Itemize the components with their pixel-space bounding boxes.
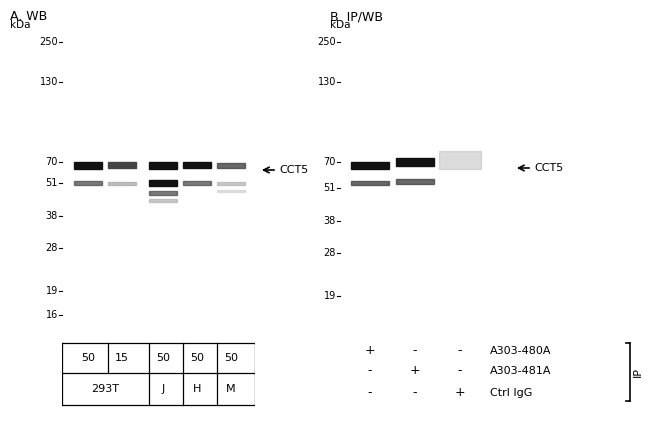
Text: J: J xyxy=(161,384,164,394)
Text: 51: 51 xyxy=(46,178,58,188)
Bar xyxy=(149,191,177,195)
Text: +: + xyxy=(410,365,421,377)
Text: 250: 250 xyxy=(317,37,336,47)
Text: M: M xyxy=(226,384,236,394)
Text: 38: 38 xyxy=(324,216,336,226)
Text: 50: 50 xyxy=(81,353,95,363)
Bar xyxy=(351,181,389,185)
Bar xyxy=(74,181,102,185)
Text: 130: 130 xyxy=(318,77,336,87)
Bar xyxy=(217,181,245,184)
Text: 130: 130 xyxy=(40,77,58,87)
Text: IP: IP xyxy=(633,367,643,377)
Bar xyxy=(74,161,102,169)
Text: 250: 250 xyxy=(40,37,58,47)
Text: 51: 51 xyxy=(324,183,336,193)
Text: 28: 28 xyxy=(46,243,58,253)
Bar xyxy=(149,180,177,186)
Text: 38: 38 xyxy=(46,211,58,221)
Bar xyxy=(149,161,177,169)
Bar xyxy=(108,162,136,168)
Text: kDa: kDa xyxy=(330,20,350,30)
Text: H: H xyxy=(193,384,202,394)
Text: +: + xyxy=(365,345,375,357)
Text: 50: 50 xyxy=(190,353,204,363)
Text: CCT5: CCT5 xyxy=(534,163,564,173)
Text: 50: 50 xyxy=(224,353,238,363)
Bar xyxy=(183,162,211,168)
Text: 293T: 293T xyxy=(91,384,119,394)
Text: +: + xyxy=(455,386,465,399)
Text: 15: 15 xyxy=(115,353,129,363)
Text: 70: 70 xyxy=(46,157,58,167)
Text: 70: 70 xyxy=(324,157,336,167)
Bar xyxy=(108,181,136,184)
Text: kDa: kDa xyxy=(10,20,31,30)
Text: 19: 19 xyxy=(324,291,336,301)
Bar xyxy=(396,158,434,166)
Text: A303-480A: A303-480A xyxy=(490,346,551,356)
Bar xyxy=(217,163,245,167)
Text: 19: 19 xyxy=(46,286,58,296)
Bar xyxy=(439,151,481,169)
Text: -: - xyxy=(368,386,372,399)
Text: 50: 50 xyxy=(156,353,170,363)
Bar xyxy=(217,190,245,192)
Text: 16: 16 xyxy=(46,310,58,320)
Text: Ctrl IgG: Ctrl IgG xyxy=(490,388,532,398)
Text: A303-481A: A303-481A xyxy=(490,366,551,376)
Text: -: - xyxy=(368,365,372,377)
Bar xyxy=(183,181,211,185)
Text: CCT5: CCT5 xyxy=(279,165,308,175)
Bar xyxy=(396,178,434,184)
Bar xyxy=(149,199,177,202)
Text: B. IP/WB: B. IP/WB xyxy=(330,10,383,23)
Text: A. WB: A. WB xyxy=(10,10,47,23)
Text: 28: 28 xyxy=(324,248,336,258)
Text: -: - xyxy=(458,365,462,377)
Bar xyxy=(351,161,389,169)
Text: -: - xyxy=(413,345,417,357)
Text: -: - xyxy=(458,345,462,357)
Text: -: - xyxy=(413,386,417,399)
